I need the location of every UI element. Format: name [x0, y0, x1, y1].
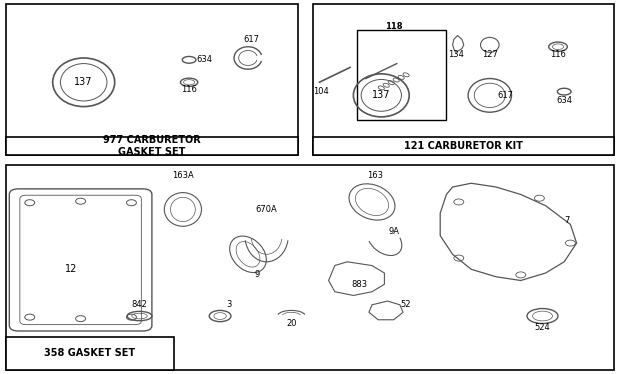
- Text: 52: 52: [401, 300, 411, 309]
- Text: 842: 842: [131, 300, 148, 309]
- Text: 358 GASKET SET: 358 GASKET SET: [45, 349, 135, 358]
- Text: 116: 116: [550, 50, 566, 59]
- Text: 3: 3: [227, 300, 232, 309]
- Text: 20: 20: [286, 319, 296, 328]
- Text: 883: 883: [352, 280, 368, 289]
- Text: 7: 7: [565, 216, 570, 225]
- Text: 9A: 9A: [388, 227, 399, 236]
- Text: 9: 9: [255, 270, 260, 279]
- Text: 104: 104: [313, 87, 329, 96]
- Text: 163A: 163A: [172, 171, 194, 180]
- FancyBboxPatch shape: [313, 137, 614, 155]
- Text: 12: 12: [65, 264, 78, 274]
- FancyBboxPatch shape: [9, 189, 152, 331]
- Text: 116: 116: [181, 85, 197, 94]
- Text: 134: 134: [448, 50, 464, 59]
- Text: 634: 634: [556, 96, 572, 105]
- Text: 163: 163: [367, 171, 383, 180]
- Text: 634: 634: [197, 55, 213, 64]
- Text: 137: 137: [372, 91, 391, 100]
- Text: 617: 617: [497, 91, 513, 100]
- Text: 121 CARBURETOR KIT: 121 CARBURETOR KIT: [404, 141, 523, 151]
- FancyBboxPatch shape: [6, 137, 298, 155]
- Text: 127: 127: [482, 50, 498, 59]
- Text: 977 CARBURETOR
GASKET SET: 977 CARBURETOR GASKET SET: [103, 135, 201, 157]
- FancyBboxPatch shape: [6, 337, 174, 370]
- Text: 137: 137: [74, 77, 93, 87]
- Text: 118: 118: [385, 22, 402, 31]
- Text: 524: 524: [534, 323, 551, 332]
- Text: 617: 617: [243, 35, 259, 44]
- Text: 670A: 670A: [255, 205, 278, 214]
